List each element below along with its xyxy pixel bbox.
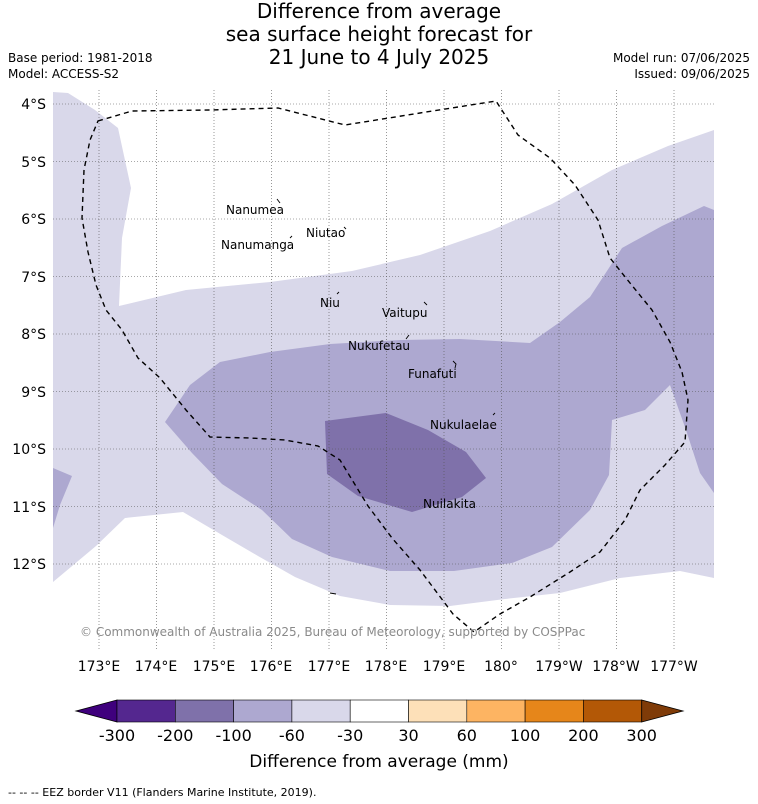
lon-label-177e: 177°E bbox=[308, 659, 351, 675]
island-label-nukulaelae: Nukulaelae bbox=[430, 418, 497, 432]
island-marker-reef bbox=[329, 592, 337, 595]
colorbar-tick-200: 200 bbox=[568, 726, 599, 745]
island-label-funafuti: Funafuti bbox=[408, 367, 457, 381]
lat-label-12s: 12°S bbox=[12, 557, 46, 573]
island-label-niutao: Niutao bbox=[306, 226, 345, 240]
colorbar-tick-minus200: -200 bbox=[157, 726, 193, 745]
copyright-text: © Commonwealth of Australia 2025, Bureau… bbox=[80, 625, 585, 639]
colorbar-max-extension bbox=[641, 699, 685, 723]
lon-label-176e: 176°E bbox=[250, 659, 293, 675]
longitude-labels: 173°E 174°E 175°E 176°E 177°E 178°E 179°… bbox=[78, 659, 698, 675]
colorbar-tick-300: 300 bbox=[626, 726, 657, 745]
contour-band-minus100-minus60-west bbox=[53, 468, 72, 528]
contour-band-minus200-minus100 bbox=[325, 413, 486, 512]
colorbar-swatch-100-200 bbox=[524, 699, 584, 723]
island-label-nukufetau: Nukufetau bbox=[348, 339, 410, 353]
island-marker-niutao bbox=[343, 226, 347, 230]
base-period-text: Base period: 1981-2018 bbox=[8, 51, 153, 65]
colorbar-tick-minus300: -300 bbox=[99, 726, 135, 745]
island-label-nanumanga: Nanumanga bbox=[221, 238, 294, 252]
island-marker-vaitupu bbox=[423, 301, 428, 306]
colorbar-swatch-30-60 bbox=[408, 699, 468, 723]
lat-label-9s: 9°S bbox=[21, 385, 46, 401]
colorbar-min-extension bbox=[74, 699, 118, 723]
lat-label-4s: 4°S bbox=[21, 97, 46, 113]
colorbar-tick-minus60: -60 bbox=[279, 726, 305, 745]
island-marker-nukulaelae bbox=[492, 412, 496, 416]
contour-band-30-60-patch bbox=[178, 650, 186, 652]
island-label-niu: Niu bbox=[320, 296, 340, 310]
colorbar-tick-minus30: -30 bbox=[337, 726, 363, 745]
eez-border bbox=[81, 100, 689, 633]
colorbar-swatch-60-100 bbox=[466, 699, 526, 723]
lon-label-178w: 178°W bbox=[592, 659, 640, 675]
title-line-1: Difference from average bbox=[256, 0, 502, 23]
title-line-2: sea surface height forecast for bbox=[225, 22, 533, 46]
island-marker-nanumea bbox=[276, 198, 281, 204]
latitude-labels: 4°S 5°S 6°S 7°S 8°S 9°S 10°S 11°S 12°S bbox=[12, 97, 46, 573]
model-run-text: Model run: 07/06/2025 bbox=[612, 51, 750, 65]
lon-label-179w: 179°W bbox=[535, 659, 583, 675]
island-label-nanumea: Nanumea bbox=[226, 203, 284, 217]
lat-label-10s: 10°S bbox=[12, 442, 46, 458]
lon-label-177w: 177°W bbox=[650, 659, 698, 675]
lon-label-180: 180° bbox=[484, 659, 518, 675]
island-label-vaitupu: Vaitupu bbox=[382, 306, 428, 320]
island-markers bbox=[276, 198, 496, 595]
model-text: Model: ACCESS-S2 bbox=[8, 67, 120, 81]
colorbar-swatch-minus60-minus30 bbox=[291, 699, 351, 723]
island-label-nuilakita: Nuilakita bbox=[423, 497, 476, 511]
contour-band-minus100-minus60 bbox=[165, 206, 714, 571]
colorbar-swatch-minus100-minus60 bbox=[233, 699, 293, 723]
colorbar: -300 -200 -100 -60 -30 30 60 100 200 300… bbox=[74, 699, 685, 772]
lat-label-6s: 6°S bbox=[21, 212, 46, 228]
lat-label-7s: 7°S bbox=[21, 270, 46, 286]
colorbar-tick-30: 30 bbox=[398, 726, 418, 745]
issued-text: Issued: 09/06/2025 bbox=[634, 67, 750, 81]
colorbar-swatch-minus30-30 bbox=[349, 699, 409, 723]
colorbar-tick-minus100: -100 bbox=[215, 726, 251, 745]
colorbar-tick-100: 100 bbox=[510, 726, 541, 745]
lon-label-173e: 173°E bbox=[78, 659, 121, 675]
colorbar-swatch-minus300-minus200 bbox=[116, 699, 176, 723]
lon-label-178e: 178°E bbox=[365, 659, 408, 675]
island-marker-nukufetau bbox=[405, 334, 410, 340]
eez-footnote: -- -- -- EEZ border V11 (Flanders Marine… bbox=[8, 786, 317, 799]
colorbar-title: Difference from average (mm) bbox=[249, 752, 508, 772]
meta-right: Model run: 07/06/2025 Issued: 09/06/2025 bbox=[613, 50, 750, 82]
anomaly-field bbox=[53, 90, 714, 652]
lat-label-11s: 11°S bbox=[12, 500, 46, 516]
gridlines bbox=[53, 90, 714, 650]
lat-label-8s: 8°S bbox=[21, 327, 46, 343]
forecast-map: Nanumea Niutao Nanumanga Niu Vaitupu Nuk… bbox=[12, 90, 714, 675]
lat-label-5s: 5°S bbox=[21, 155, 46, 171]
colorbar-swatch-minus200-minus100 bbox=[175, 699, 234, 723]
colorbar-tick-60: 60 bbox=[457, 726, 477, 745]
colorbar-swatch-200-300 bbox=[583, 699, 643, 723]
meta-left: Base period: 1981-2018 Model: ACCESS-S2 bbox=[8, 50, 153, 82]
island-marker-niu bbox=[336, 291, 340, 295]
title-line-3: 21 June to 4 July 2025 bbox=[268, 45, 490, 69]
lon-label-174e: 174°E bbox=[135, 659, 178, 675]
island-marker-nanumanga bbox=[289, 235, 293, 239]
lon-label-179e: 179°E bbox=[423, 659, 466, 675]
lon-label-175e: 175°E bbox=[193, 659, 236, 675]
map-title: Difference from average sea surface heig… bbox=[0, 0, 758, 69]
island-marker-funafuti bbox=[452, 360, 457, 369]
